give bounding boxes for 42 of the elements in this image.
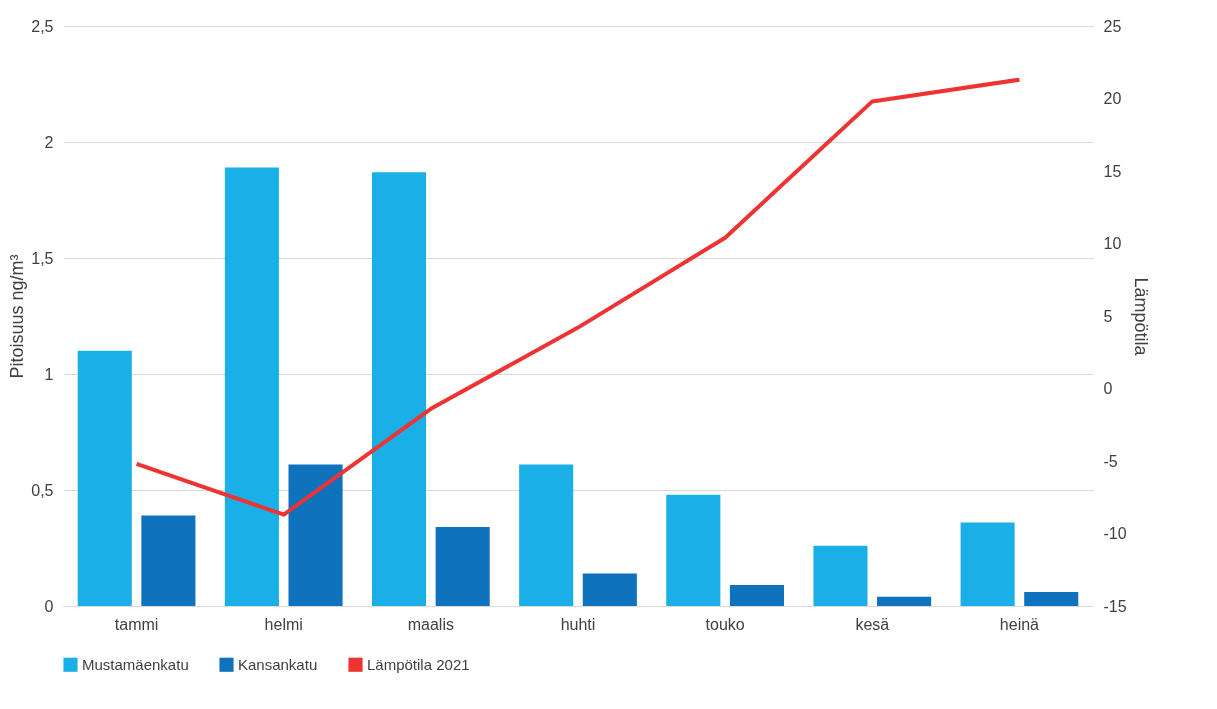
x-tick-label: heinä	[999, 615, 1040, 633]
bar	[813, 545, 868, 606]
y2-tick-label: 0	[1103, 380, 1113, 397]
bar	[582, 573, 637, 606]
y2-tick-label: 15	[1103, 162, 1122, 180]
legend-label: Kansankatu	[238, 655, 318, 673]
y-tick-label: 1	[44, 365, 54, 383]
x-tick-label: kesä	[855, 615, 890, 633]
x-tick-label: touko	[705, 615, 745, 633]
y2-tick-label: 25	[1103, 17, 1122, 35]
x-tick-label: huhti	[560, 615, 596, 633]
line-series	[134, 77, 1022, 517]
bar	[1024, 592, 1079, 606]
y-tick-label: 1,5	[31, 249, 54, 267]
y-tick-label: 2	[44, 133, 54, 151]
bar	[877, 596, 932, 606]
legend-label: Lämpötila 2021	[367, 655, 470, 673]
bar	[141, 515, 196, 606]
x-tick-label: helmi	[264, 615, 303, 633]
y2-tick-label: -5	[1103, 452, 1118, 470]
bar	[224, 167, 279, 606]
x-tick-label: maalis	[407, 615, 454, 633]
y-axis-title: Pitoisuus ng/m³	[7, 254, 28, 379]
bar	[960, 522, 1015, 606]
legend-label: Mustamäenkatu	[82, 655, 189, 673]
y-tick-label: 0,5	[31, 481, 54, 499]
y2-tick-label: -15	[1103, 597, 1127, 615]
bar	[435, 527, 490, 606]
y-tick-label: 0	[44, 597, 54, 615]
y2-axis-title: Lämpötila	[1130, 277, 1151, 357]
x-tick-label: tammi	[114, 615, 159, 633]
bar	[77, 350, 132, 606]
bar	[372, 172, 427, 606]
bar	[519, 464, 574, 606]
bar	[666, 494, 721, 606]
bar	[729, 585, 784, 606]
y2-tick-label: 20	[1103, 90, 1122, 107]
y-tick-label: 2,5	[31, 17, 54, 35]
y2-tick-label: 5	[1103, 307, 1113, 325]
bar	[288, 464, 343, 606]
y2-tick-label: 10	[1103, 235, 1122, 252]
y2-tick-label: -10	[1103, 525, 1127, 542]
